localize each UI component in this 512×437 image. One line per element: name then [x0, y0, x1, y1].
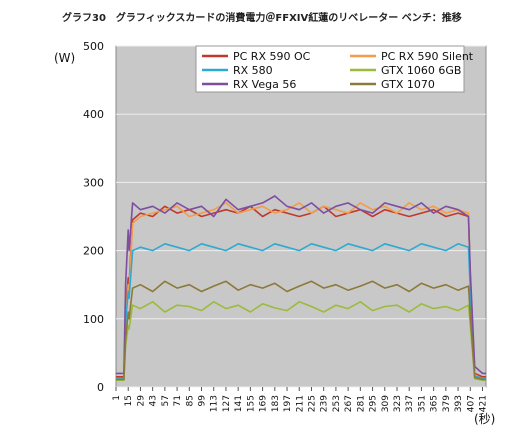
x-tick-label: 113 — [210, 395, 220, 412]
x-tick-label: 267 — [344, 395, 354, 412]
y-tick-label: 200 — [83, 245, 104, 258]
x-tick-label: 379 — [442, 395, 452, 412]
x-tick-label: 253 — [332, 395, 342, 412]
legend-box — [195, 45, 465, 93]
x-tick-label: 421 — [479, 395, 489, 412]
x-tick-label: 71 — [173, 395, 183, 406]
x-tick-label: 197 — [283, 395, 293, 412]
plot-area: 0 100 200 300 400 500 1 15 29 43 57 71 85 99 113 127 141… — [83, 40, 489, 412]
series-line-rx-vega-56 — [116, 195, 486, 375]
x-tick-label: 85 — [185, 395, 195, 406]
y-tick-label: 300 — [83, 176, 104, 189]
x-tick-label: 281 — [356, 395, 366, 412]
legend-label: PC RX 590 Silent — [381, 50, 474, 63]
chart-title: グラフ30 グラフィックスカードの消費電力＠FFXIV紅蓮のリベレーター ベンチ… — [62, 11, 462, 24]
legend-label: GTX 1070 — [381, 78, 435, 91]
x-axis-unit-label: (秒) — [474, 412, 495, 426]
legend-label: PC RX 590 OC — [233, 50, 311, 63]
series-line-pc-rx-590-silent — [116, 202, 486, 380]
x-tick-label: 43 — [149, 395, 159, 406]
x-tick-label: 127 — [222, 395, 232, 412]
x-tick-label: 337 — [405, 395, 415, 412]
y-axis-unit-label: (W) — [54, 51, 75, 65]
x-tick-label: 57 — [161, 395, 171, 406]
x-tick-label: 323 — [393, 395, 403, 412]
x-tick-label: 393 — [454, 395, 464, 412]
x-tick-label: 155 — [246, 395, 256, 412]
x-tick-label: 295 — [369, 395, 379, 412]
legend-label: RX 580 — [233, 64, 273, 77]
series-line-gtx-1070 — [116, 280, 486, 381]
x-tick-label: 225 — [307, 395, 317, 412]
x-tick-label: 99 — [198, 395, 208, 407]
series-line-gtx-1060-6gb — [116, 300, 486, 382]
x-tick-label: 239 — [320, 395, 330, 412]
x-tick-label: 15 — [124, 395, 134, 406]
y-tick-label: 500 — [83, 40, 104, 53]
series-line-rx-580 — [116, 243, 486, 379]
x-tick-label: 29 — [136, 395, 146, 407]
x-tick-label: 407 — [466, 395, 476, 412]
x-tick-label: 351 — [417, 395, 427, 412]
x-tick-label: 211 — [295, 395, 305, 412]
series-line-pc-rx-590-oc — [116, 205, 486, 378]
legend-label: GTX 1060 6GB — [381, 64, 461, 77]
x-tick-label: 309 — [381, 395, 391, 412]
x-tick-label: 365 — [430, 395, 440, 412]
legend-label: RX Vega 56 — [233, 78, 296, 91]
y-tick-label: 400 — [83, 108, 104, 121]
y-tick-label: 0 — [97, 381, 104, 394]
legend: PC RX 590 OC PC RX 590 Silent RX 580 GTX 10… — [195, 45, 474, 93]
x-tick-label: 141 — [234, 395, 244, 412]
x-tick-label: 183 — [271, 395, 281, 412]
x-tick-label: 1 — [112, 395, 122, 401]
x-tick-label: 169 — [259, 395, 269, 412]
y-tick-label: 100 — [83, 313, 104, 326]
